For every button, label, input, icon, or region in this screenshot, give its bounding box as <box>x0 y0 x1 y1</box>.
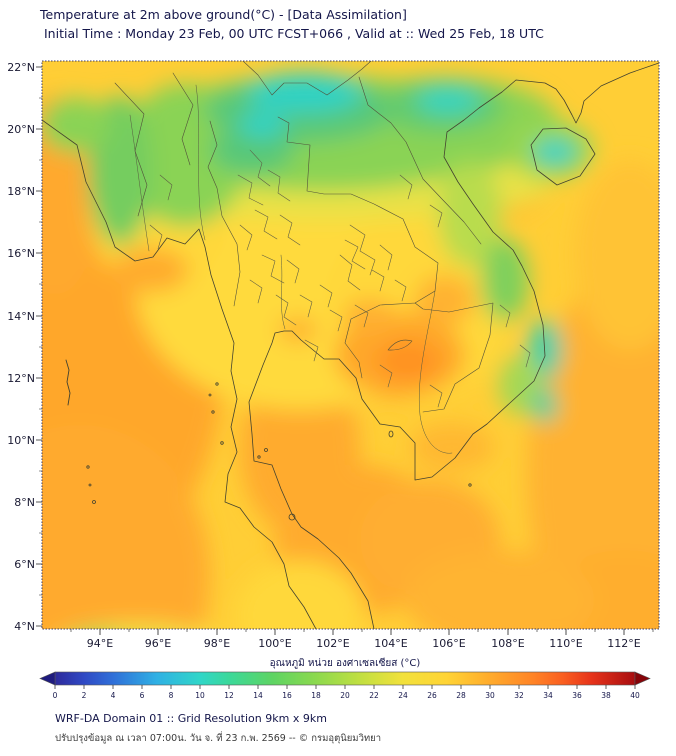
colorbar-gradient <box>54 671 636 686</box>
lon-axis: 94°E 96°E 98°E 100°E 102°E 104°E 106°E 1… <box>87 637 641 650</box>
lat-tick-label: 10°N <box>7 434 35 447</box>
lat-tick-label: 14°N <box>7 310 35 323</box>
hainan-island <box>530 127 596 186</box>
cbar-tick-label: 2 <box>82 691 87 700</box>
cbar-tick-label: 32 <box>514 691 524 700</box>
cbar-tick-label: 8 <box>169 691 174 700</box>
coastline-east <box>248 62 659 629</box>
coastline-west <box>42 119 317 629</box>
update-info: ปรับปรุงข้อมูล ณ เวลา 07:00น. วัน จ. ที่… <box>55 733 382 744</box>
small-islands <box>86 382 472 521</box>
lon-tick-label: 96°E <box>145 637 171 650</box>
lon-tick-label: 102°E <box>316 637 349 650</box>
title-block: Temperature at 2m above ground(°C) - [Da… <box>40 6 544 44</box>
cbar-tick-label: 26 <box>427 691 437 700</box>
colorbar-ticks <box>54 685 636 689</box>
lat-tick-label: 8°N <box>14 496 35 509</box>
province-boundaries <box>149 149 531 408</box>
lat-tick-label: 12°N <box>7 372 35 385</box>
lon-tick-label: 94°E <box>87 637 113 650</box>
cbar-tick-label: 12 <box>224 691 234 700</box>
rivers <box>129 84 453 454</box>
lat-tick-label: 16°N <box>7 247 35 260</box>
cbar-tick-label: 40 <box>630 691 640 700</box>
plot-frame <box>41 60 660 630</box>
lon-tick-label: 98°E <box>204 637 230 650</box>
andaman-islands <box>65 359 71 406</box>
cbar-tick-label: 6 <box>140 691 145 700</box>
cbar-tick-label: 14 <box>253 691 263 700</box>
axis-ticks <box>36 66 654 635</box>
lat-tick-label: 20°N <box>7 123 35 136</box>
cbar-tick-label: 10 <box>195 691 205 700</box>
cbar-tick-label: 36 <box>572 691 582 700</box>
colorbar: อุณหภูมิ หน่วย องศาเซลเซียส (°C) 0 2 4 6… <box>39 657 651 700</box>
cbar-tick-label: 30 <box>485 691 495 700</box>
map-subtitle: Initial Time : Monday 23 Feb, 00 UTC FCS… <box>44 25 544 41</box>
lon-tick-label: 112°E <box>607 637 640 650</box>
cbar-tick-label: 34 <box>543 691 553 700</box>
colorbar-left-arrow <box>39 671 56 686</box>
tonle-sap-lake <box>387 339 413 351</box>
map-title: Temperature at 2m above ground(°C) - [Da… <box>40 7 407 22</box>
lat-axis: 22°N 20°N 18°N 16°N 14°N 12°N 10°N 8°N 6… <box>7 61 35 633</box>
lat-tick-label: 4°N <box>14 620 35 633</box>
lat-tick-label: 18°N <box>7 185 35 198</box>
cbar-tick-label: 0 <box>53 691 58 700</box>
cbar-tick-label: 4 <box>111 691 116 700</box>
cbar-tick-label: 22 <box>369 691 379 700</box>
lon-tick-label: 110°E <box>549 637 582 650</box>
colorbar-right-arrow <box>634 671 651 686</box>
temperature-field <box>42 61 659 629</box>
cbar-tick-label: 16 <box>282 691 292 700</box>
colorbar-tick-labels: 0 2 4 6 8 10 12 14 16 18 20 22 24 26 28 … <box>53 691 640 700</box>
domain-info: WRF-DA Domain 01 :: Grid Resolution 9km … <box>55 712 327 725</box>
lon-tick-label: 100°E <box>258 637 291 650</box>
lat-tick-label: 22°N <box>7 61 35 74</box>
cbar-tick-label: 38 <box>601 691 611 700</box>
temperature-map: 22°N 20°N 18°N 16°N 14°N 12°N 10°N 8°N 6… <box>7 60 660 650</box>
map-boundaries <box>42 61 659 629</box>
lat-tick-label: 6°N <box>14 558 35 571</box>
cbar-tick-label: 24 <box>398 691 408 700</box>
lon-tick-label: 106°E <box>432 637 465 650</box>
cbar-tick-label: 18 <box>311 691 321 700</box>
lon-tick-label: 108°E <box>491 637 524 650</box>
lon-tick-label: 104°E <box>374 637 407 650</box>
cbar-tick-label: 28 <box>456 691 466 700</box>
cbar-tick-label: 20 <box>340 691 350 700</box>
colorbar-label: อุณหภูมิ หน่วย องศาเซลเซียส (°C) <box>270 657 421 669</box>
